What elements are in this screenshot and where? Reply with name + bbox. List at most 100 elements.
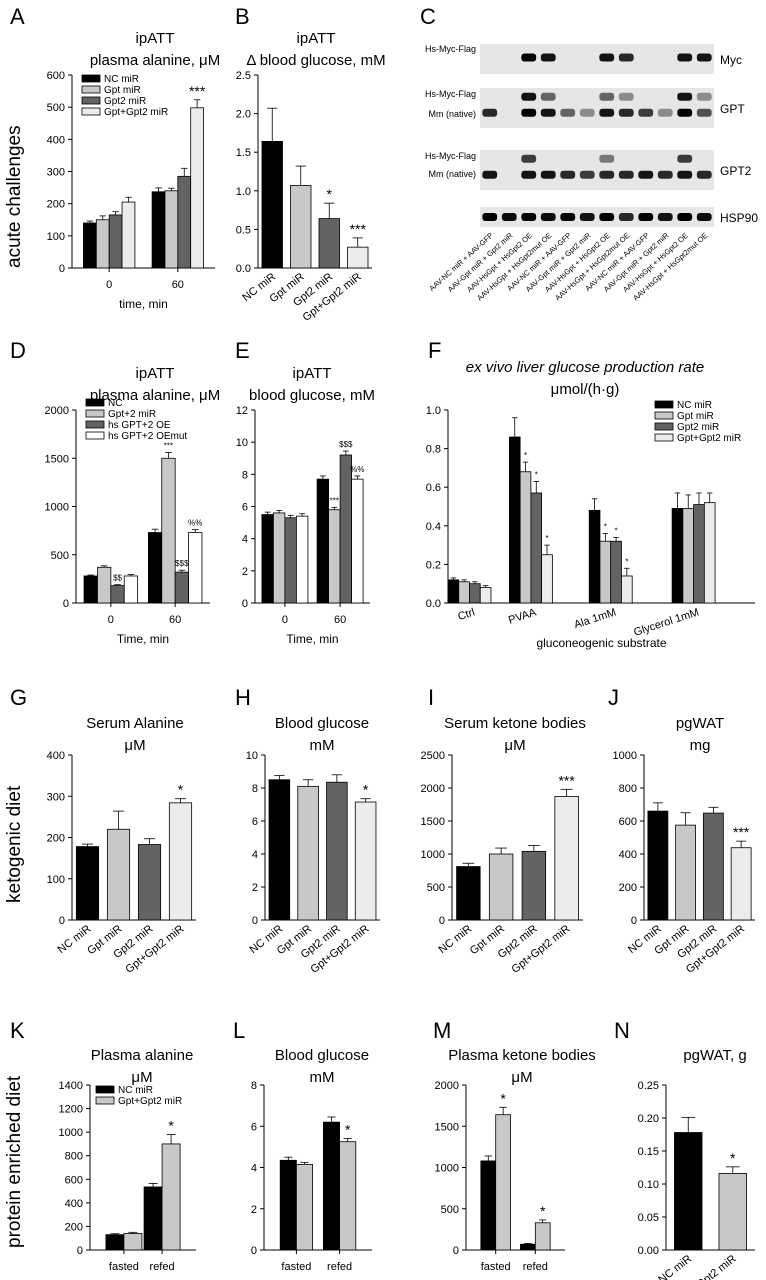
y-tick-label-d: 1000: [45, 502, 69, 514]
blot-band: [560, 170, 576, 179]
significance-mark-i: ***: [558, 772, 575, 788]
y-tick-label-g: 300: [47, 791, 65, 803]
panel-letter-l: L: [233, 1018, 245, 1043]
bar-d: [188, 532, 203, 604]
significance-mark-d: %%: [188, 519, 202, 528]
bar-e: [284, 517, 297, 604]
panel-letter-c: C: [420, 4, 436, 29]
blot-band: [540, 53, 556, 62]
bar-f: [469, 583, 481, 604]
y-tick-label-m: 1500: [435, 1121, 459, 1133]
bar-h: [354, 801, 377, 921]
chart-title-l-0: Blood glucose: [275, 1047, 369, 1064]
legend-label-d: NC: [108, 398, 122, 409]
y-tick-label-l: 8: [251, 1080, 257, 1092]
blot-label-hsp90: HSP90: [720, 211, 758, 225]
blot-band: [657, 213, 673, 221]
x-axis-title-a: time, min: [119, 297, 168, 311]
bar-h: [326, 781, 348, 921]
y-tick-label-d: 0: [63, 598, 69, 610]
chart-title-h-1: mM: [310, 737, 335, 754]
bar-e: [295, 515, 309, 604]
bar-j: [647, 810, 669, 921]
bar-f: [682, 508, 694, 604]
blot-band: [521, 92, 537, 101]
chart-title-b-1: Δ blood glucose, mM: [246, 52, 385, 69]
blot-band: [599, 92, 615, 101]
y-tick-label-l: 6: [251, 1121, 257, 1133]
blot-band: [618, 213, 634, 221]
blot-band: [521, 108, 537, 117]
blot-band: [599, 108, 615, 117]
blot-band: [638, 170, 654, 179]
bar-f: [621, 575, 633, 604]
chart-title-m-0: Plasma ketone bodies: [448, 1047, 596, 1064]
x-tick-label-f: PVAA: [507, 606, 538, 626]
y-tick-label-g: 200: [47, 833, 65, 845]
bar-k: [123, 1233, 143, 1251]
y-tick-label-a: 600: [47, 70, 65, 82]
significance-mark-e: ***: [330, 496, 339, 505]
y-tick-label-h: 8: [252, 783, 258, 795]
chart-title-g-0: Serum Alanine: [86, 715, 184, 732]
chart-title-g-1: μM: [124, 737, 145, 754]
blot-band: [638, 108, 654, 117]
x-tick-label-n: NC miR: [656, 1253, 694, 1280]
blot-band: [677, 53, 693, 62]
legend-label-d: hs GPT+2 OE: [108, 420, 171, 431]
legend-swatch-d: [85, 398, 105, 407]
bar-k: [143, 1186, 163, 1251]
y-tick-label-m: 0: [453, 1245, 459, 1257]
bar-f: [588, 509, 601, 604]
y-tick-label-a: 0: [59, 263, 65, 275]
blot-strip-gpt2: [480, 150, 714, 190]
legend-swatch-f: [654, 433, 674, 442]
chart-title-k-0: Plasma alanine: [91, 1047, 194, 1064]
chart-title-j-1: mg: [690, 737, 711, 754]
x-axis-title-f: gluconeogenic substrate: [536, 636, 666, 650]
y-tick-label-j: 1000: [613, 750, 637, 762]
y-tick-label-a: 500: [47, 102, 65, 114]
y-tick-label-m: 500: [441, 1204, 459, 1216]
bar-a: [164, 190, 179, 269]
bar-d: [147, 532, 163, 604]
bar-i: [521, 850, 547, 921]
y-tick-label-n: 0.10: [638, 1179, 659, 1191]
chart-title-n-0: pgWAT, g: [683, 1047, 746, 1064]
panel-letter-e: E: [235, 338, 250, 363]
blot-band: [482, 170, 498, 179]
bar-e: [351, 478, 364, 604]
blot-band: [540, 108, 556, 117]
y-tick-label-m: 2000: [435, 1080, 459, 1092]
blot-band: [560, 108, 576, 117]
legend-label-d: Gpt+2 miR: [108, 409, 156, 420]
significance-mark-f: *: [545, 534, 548, 543]
bar-a: [108, 214, 123, 269]
blot-row-label: Hs-Myc-Flag: [425, 89, 476, 99]
y-tick-label-m: 1000: [435, 1163, 459, 1175]
legend-label-f: Gpt+Gpt2 miR: [677, 433, 741, 444]
significance-mark-j: ***: [733, 824, 750, 840]
bar-b: [290, 184, 312, 269]
bar-j: [730, 847, 752, 921]
bar-i: [456, 866, 481, 921]
bar-e: [272, 512, 286, 604]
bar-m: [534, 1222, 551, 1251]
bar-b: [261, 140, 283, 269]
blot-row-label: Mm (native): [428, 169, 476, 179]
bar-j: [675, 824, 697, 921]
panel-letter-f: F: [428, 338, 441, 363]
chart-title-m-1: μM: [511, 1069, 532, 1086]
bar-d: [174, 571, 189, 604]
blot-band: [696, 92, 712, 101]
y-tick-label-f: 0.0: [426, 598, 441, 610]
bar-f: [693, 504, 705, 604]
panel-letter-g: G: [10, 685, 27, 710]
panel-letter-i: I: [428, 685, 434, 710]
legend-swatch-f: [654, 411, 674, 420]
blot-band: [482, 213, 498, 221]
y-tick-label-b: 0.0: [236, 263, 251, 275]
y-tick-label-j: 0: [631, 915, 637, 927]
